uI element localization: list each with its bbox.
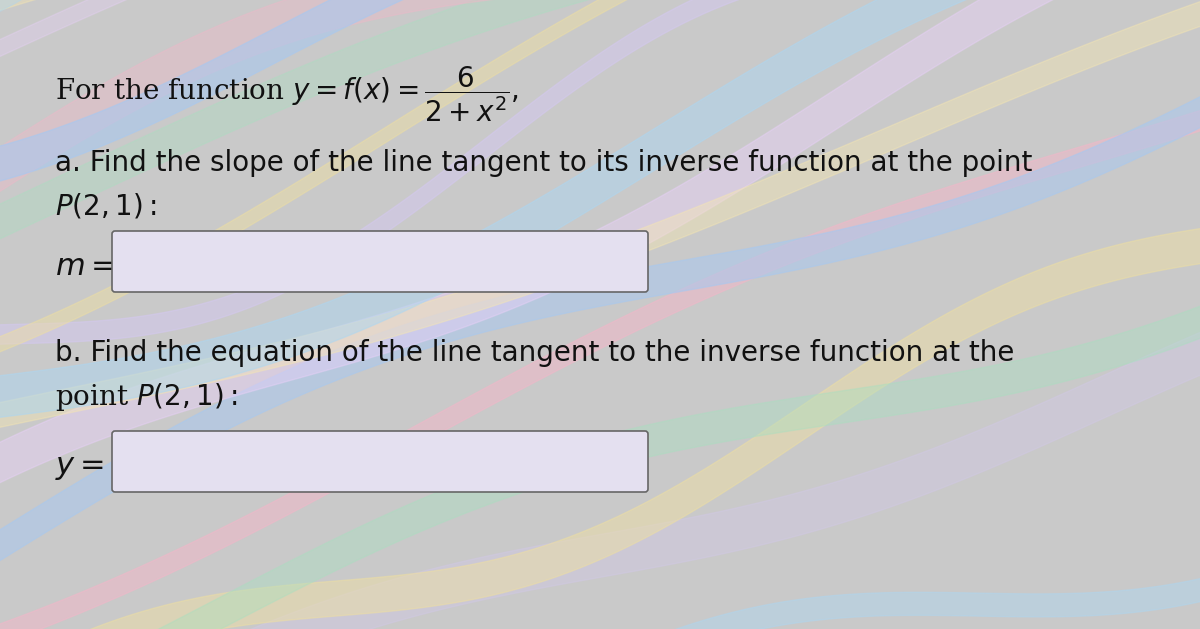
Text: b. Find the equation of the line tangent to the inverse function at the: b. Find the equation of the line tangent… [55,339,1014,367]
Text: $m =$: $m =$ [55,251,115,282]
Text: For the function $y = f(x) = \dfrac{6}{2 + x^2},$: For the function $y = f(x) = \dfrac{6}{2… [55,64,518,123]
Text: $P(2, 1):$: $P(2, 1):$ [55,191,156,220]
Text: $y =$: $y =$ [55,451,104,482]
FancyBboxPatch shape [112,231,648,292]
Text: a. Find the slope of the line tangent to its inverse function at the point: a. Find the slope of the line tangent to… [55,149,1032,177]
FancyBboxPatch shape [112,431,648,492]
Text: point $P(2, 1):$: point $P(2, 1):$ [55,381,238,413]
